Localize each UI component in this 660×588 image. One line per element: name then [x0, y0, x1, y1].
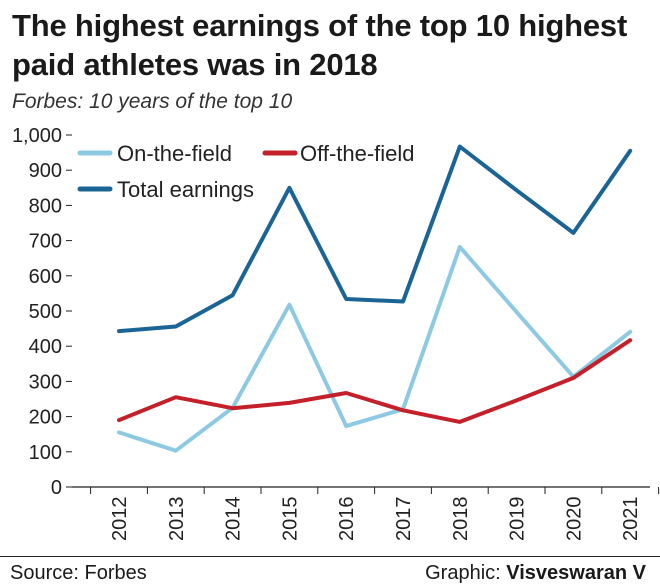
- y-tick-label: 300: [29, 371, 62, 393]
- x-tick-label: 2015: [279, 497, 301, 542]
- x-tick-label: 2018: [450, 497, 472, 542]
- chart-legend: On-the-field Off-the-field Total earnings: [77, 141, 415, 202]
- y-tick-label: 0: [51, 477, 62, 499]
- x-tick-label: 2017: [393, 497, 415, 542]
- chart-subtitle: Forbes: 10 years of the top 10: [12, 90, 293, 113]
- x-tick-label: 2014: [223, 497, 245, 542]
- y-tick-label: 100: [29, 442, 62, 464]
- y-tick-label: 800: [29, 195, 62, 217]
- chart-title: The highest earnings of the top 10 highe…: [12, 8, 628, 82]
- y-tick-label: 400: [29, 336, 62, 358]
- x-tick-label: 2016: [336, 497, 358, 542]
- y-tick-label: 700: [29, 231, 62, 253]
- x-tick-label: 2019: [507, 497, 529, 542]
- x-tick-label: 2020: [563, 497, 585, 542]
- x-tick-label: 2021: [620, 497, 642, 542]
- y-tick-label: 200: [29, 407, 62, 429]
- y-tick-label: 900: [29, 160, 62, 182]
- legend-label: Total earnings: [117, 177, 254, 202]
- graphic-credit: Graphic: Visveswaran V: [425, 562, 646, 585]
- chart-series: [117, 144, 633, 453]
- credit-name: Visveswaran V: [506, 562, 646, 584]
- legend-label: Off-the-field: [300, 141, 415, 166]
- credit-label: Graphic:: [425, 562, 501, 584]
- y-tick-label: 600: [29, 266, 62, 288]
- legend-label: On-the-field: [117, 141, 232, 166]
- line-chart: 0 100 200 300 400 500 600 700 800 900 1,000 2012 201…: [12, 125, 660, 542]
- x-tick-label: 2013: [166, 497, 188, 542]
- series-line-on-the-field: [117, 244, 633, 453]
- series-line-total-earnings: [117, 144, 633, 334]
- footer-divider: [0, 556, 660, 557]
- x-tick-label: 2012: [109, 497, 131, 542]
- y-tick-label: 500: [29, 301, 62, 323]
- chart-axes: 0 100 200 300 400 500 600 700 800 900 1,000 2012 201…: [12, 125, 660, 542]
- series-line-off-the-field: [117, 338, 633, 424]
- y-tick-label: 1,000: [12, 125, 62, 147]
- source-note: Source: Forbes: [10, 562, 147, 584]
